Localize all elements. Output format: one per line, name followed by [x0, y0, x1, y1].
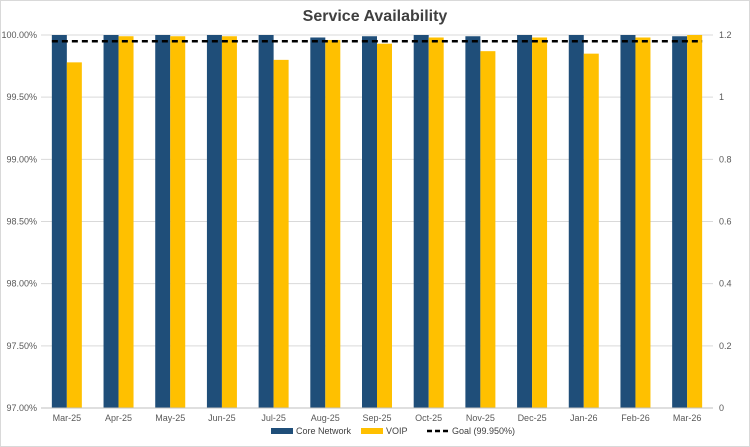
bar-voip [687, 35, 703, 408]
y2-tick-label: 0.2 [719, 341, 732, 351]
bar-voip [170, 36, 186, 408]
x-tick-label: Feb-26 [621, 413, 650, 423]
bar-core-network [620, 35, 636, 408]
y-tick-label: 97.50% [6, 341, 37, 351]
y-tick-label: 99.00% [6, 154, 37, 164]
x-tick-label: Mar-25 [53, 413, 82, 423]
bar-voip [377, 43, 392, 408]
y-tick-label: 98.50% [6, 217, 37, 227]
y2-tick-label: 1.2 [719, 30, 732, 40]
y2-tick-label: 1 [719, 92, 724, 102]
legend-label: VOIP [386, 426, 408, 436]
legend-swatch [271, 428, 293, 434]
bar-core-network [362, 36, 377, 408]
bar-voip [532, 37, 548, 409]
bar-voip [66, 62, 82, 408]
y2-tick-label: 0.6 [719, 217, 732, 227]
y2-tick-label: 0 [719, 403, 724, 413]
bar-voip [273, 59, 289, 408]
legend-swatch [361, 428, 383, 434]
bar-core-network [155, 35, 171, 408]
chart-title: Service Availability [303, 8, 448, 25]
bar-core-network [465, 36, 481, 408]
x-tick-label: Jun-25 [208, 413, 236, 423]
bar-core-network [258, 35, 274, 408]
bar-voip [635, 37, 651, 409]
x-tick-label: Mar-26 [673, 413, 702, 423]
legend-label: Goal (99.950%) [452, 426, 515, 436]
bar-core-network [413, 35, 429, 408]
x-tick-label: Sep-25 [362, 413, 391, 423]
legend: Core Network VOIP Goal (99.950%) [271, 426, 515, 436]
x-tick-label: Apr-25 [105, 413, 132, 423]
x-tick-label: Jul-25 [261, 413, 286, 423]
bar-core-network [206, 35, 222, 408]
x-tick-label: Oct-25 [415, 413, 442, 423]
legend-core-network: Core Network [271, 426, 352, 436]
bar-core-network [103, 35, 119, 408]
axes: 97.00%97.50%98.00%98.50%99.00%99.50%100.… [1, 30, 731, 423]
legend-goal: Goal (99.950%) [427, 426, 515, 436]
bar-voip [583, 53, 599, 409]
bars [51, 35, 703, 409]
y-tick-label: 99.50% [6, 92, 37, 102]
bar-core-network [51, 35, 67, 408]
x-tick-label: Aug-25 [311, 413, 340, 423]
x-tick-label: Jan-26 [570, 413, 598, 423]
y2-tick-label: 0.4 [719, 279, 732, 289]
bar-core-network [517, 35, 533, 408]
legend-voip: VOIP [361, 426, 408, 436]
x-tick-label: May-25 [155, 413, 185, 423]
y2-tick-label: 0.8 [719, 154, 732, 164]
x-tick-label: Dec-25 [518, 413, 547, 423]
legend-label: Core Network [296, 426, 352, 436]
y-tick-label: 97.00% [6, 403, 37, 413]
bar-core-network [672, 36, 688, 408]
bar-core-network [568, 35, 584, 408]
x-tick-label: Nov-25 [466, 413, 495, 423]
bar-voip [221, 36, 237, 408]
bar-voip [118, 36, 134, 408]
bar-voip [480, 51, 496, 409]
bar-voip [325, 39, 341, 409]
y-tick-label: 100.00% [1, 30, 37, 40]
bar-core-network [310, 37, 326, 409]
bar-voip [428, 37, 444, 409]
y-tick-label: 98.00% [6, 279, 37, 289]
